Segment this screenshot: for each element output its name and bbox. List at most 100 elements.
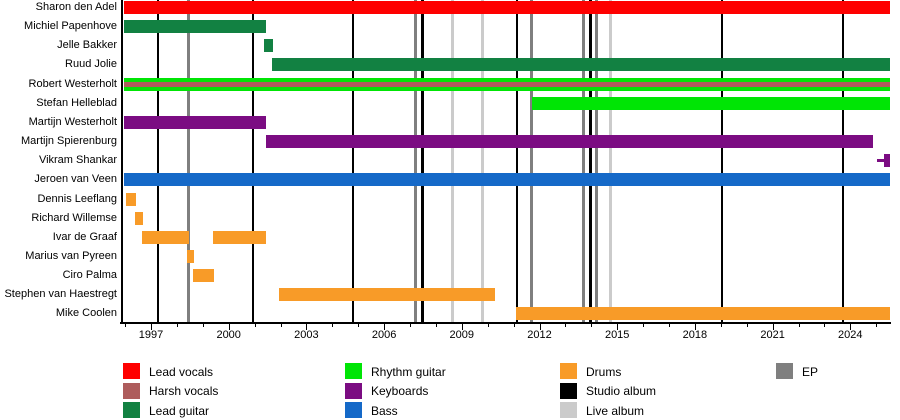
minor-tick (591, 323, 593, 327)
legend-label: EP (802, 364, 819, 379)
member-label: Jelle Bakker (57, 39, 117, 52)
member-label: Ciro Palma (62, 269, 117, 282)
legend-swatch (123, 402, 140, 418)
member-label: Robert Westerholt (28, 77, 117, 90)
legend-label: Live album (586, 403, 645, 418)
legend-label: Lead guitar (149, 403, 210, 418)
major-tick (850, 323, 852, 330)
live-album-line (609, 0, 613, 322)
ep-line (581, 0, 585, 322)
legend-label: Drums (586, 364, 622, 379)
x-tick-label: 2018 (682, 329, 708, 341)
live-album-line (480, 0, 484, 322)
member-label: Michiel Papenhove (24, 20, 117, 33)
live-album-line (451, 0, 455, 322)
legend-label: Harsh vocals (149, 384, 219, 398)
y-axis-line (121, 0, 123, 324)
minor-tick (125, 323, 127, 327)
x-tick-label: 1997 (138, 329, 164, 341)
major-tick (228, 323, 230, 330)
major-tick (151, 323, 152, 330)
minor-tick (798, 323, 800, 327)
minor-tick (410, 323, 411, 327)
member-bar (212, 230, 266, 244)
member-bar (141, 230, 190, 244)
member-bar (192, 269, 214, 283)
member-bar (123, 1, 891, 14)
member-bar (265, 135, 873, 149)
legend-swatch (560, 363, 577, 379)
minor-tick (280, 323, 282, 327)
studio-album-line (421, 0, 424, 322)
legend-label: Lead vocals (149, 364, 214, 379)
member-bar (876, 159, 891, 163)
studio-album-line (589, 0, 592, 322)
minor-tick (824, 323, 826, 327)
member-label: Jeroen van Veen (34, 173, 117, 186)
x-tick-label: 2015 (604, 329, 630, 341)
major-tick (772, 323, 774, 330)
major-tick (384, 323, 386, 330)
member-label: Dennis Leeflang (37, 192, 117, 205)
member-bar (271, 58, 891, 72)
member-label: Marius van Pyreen (25, 249, 117, 262)
member-bar (884, 154, 891, 168)
x-tick-label: 2009 (449, 329, 475, 341)
member-label: Mike Coolen (55, 307, 117, 320)
member-bar (531, 96, 891, 110)
major-tick (306, 323, 308, 330)
member-bar (187, 249, 194, 263)
studio-album-line (351, 0, 355, 322)
legend-swatch (345, 402, 362, 418)
x-tick-label: 2006 (371, 329, 397, 341)
legend: Lead vocals Harsh vocals Lead guitar Rhythm… (0, 358, 900, 420)
member-label: Richard Willemse (31, 211, 117, 224)
legend-swatch (560, 382, 577, 399)
legend-swatch (560, 402, 577, 418)
minor-tick (876, 323, 878, 327)
studio-album-line (515, 0, 519, 322)
member-bar (123, 20, 266, 34)
minor-tick (513, 323, 515, 327)
member-bar (134, 211, 143, 225)
legend-swatch (345, 363, 362, 379)
member-bar (515, 307, 891, 321)
member-bar (263, 39, 273, 53)
minor-tick (746, 323, 748, 327)
member-bar (123, 173, 891, 187)
minor-tick (565, 323, 567, 327)
legend-swatch (776, 363, 793, 379)
member-label: Ivar de Graaf (52, 230, 117, 243)
minor-tick (487, 323, 489, 327)
member-bar (125, 192, 136, 206)
ep-line (595, 0, 599, 322)
member-bar (123, 115, 266, 129)
member-label: Sharon den Adel (35, 1, 117, 13)
minor-tick (332, 323, 334, 327)
x-axis-line (120, 321, 892, 324)
studio-album-line (720, 0, 724, 322)
major-tick (694, 323, 696, 330)
studio-album-line (251, 0, 255, 322)
member-label: Martijn Spierenburg (21, 135, 117, 148)
member-label: Stephen van Haestregt (4, 288, 117, 301)
studio-album-line (841, 0, 845, 322)
minor-tick (358, 323, 360, 327)
member-bar (278, 288, 495, 302)
minor-tick (202, 323, 204, 327)
timeline-chart: Sharon den Adel Michiel Papenhove Jelle Ba… (4, 0, 892, 341)
legend-label: Rhythm guitar (371, 364, 446, 379)
member-label: Ruud Jolie (65, 58, 117, 71)
ep-line (186, 0, 190, 322)
legend-swatch (345, 382, 362, 399)
x-tick-label: 2000 (216, 329, 241, 341)
minor-tick (435, 323, 437, 327)
member-bar (123, 81, 891, 87)
member-label: Stefan Helleblad (36, 96, 117, 109)
member-label: Vikram Shankar (38, 154, 117, 167)
minor-tick (254, 323, 256, 327)
minor-tick (669, 323, 670, 327)
minor-tick (720, 323, 722, 327)
ep-line (530, 0, 534, 322)
